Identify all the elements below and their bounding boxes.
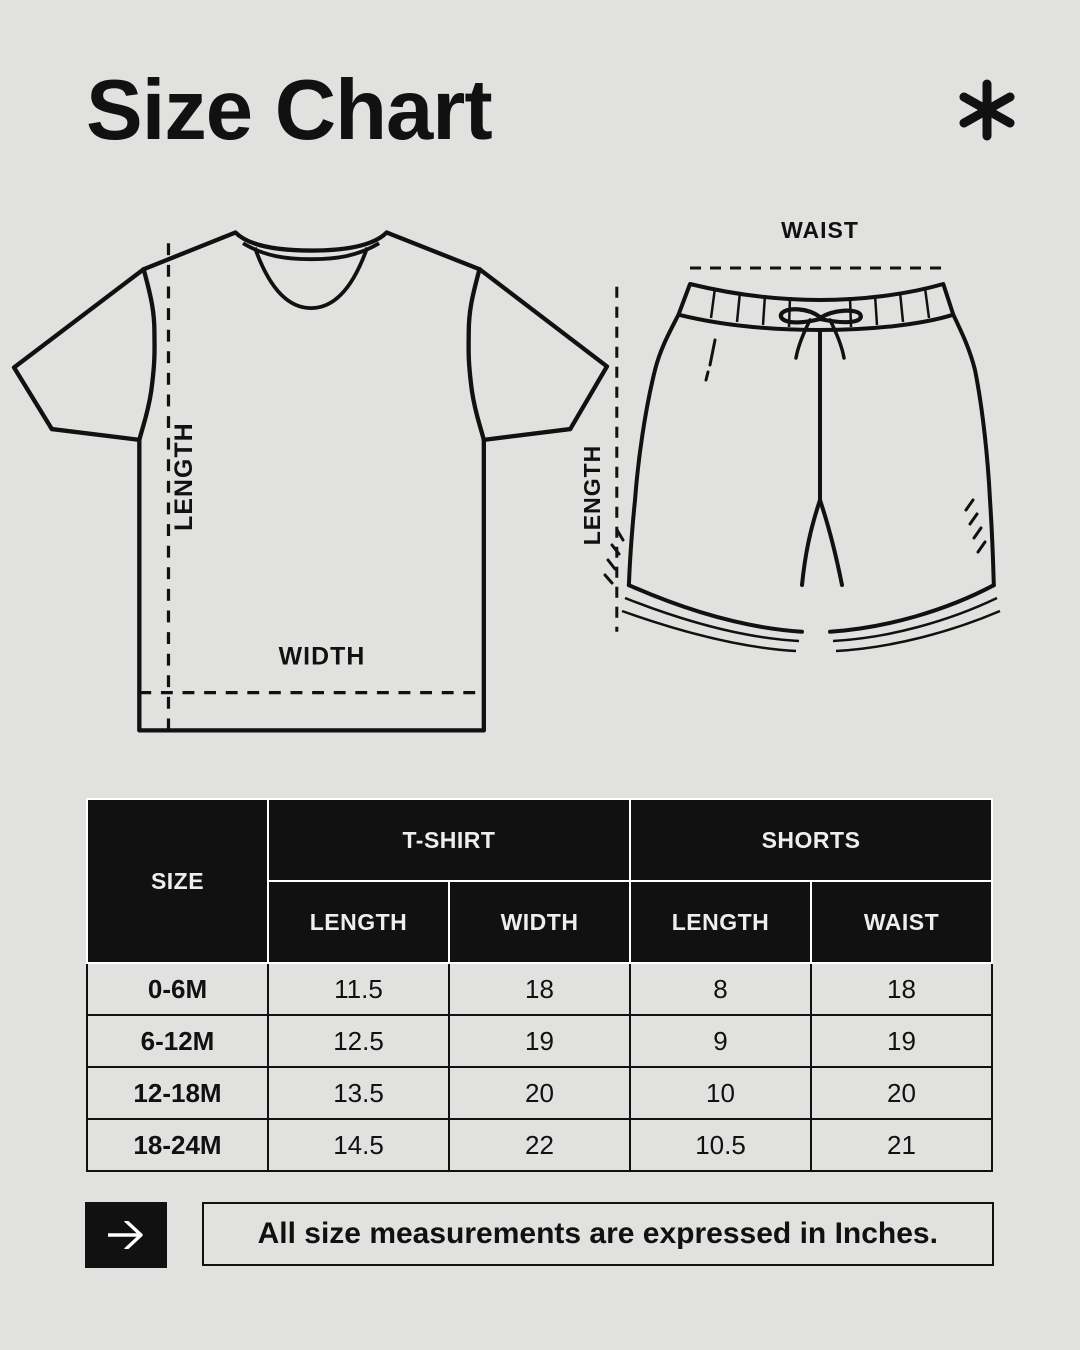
svg-text:WIDTH: WIDTH (279, 644, 366, 671)
svg-text:WAIST: WAIST (781, 217, 859, 243)
svg-text:LENGTH: LENGTH (579, 445, 605, 546)
svg-text:LENGTH: LENGTH (171, 422, 198, 531)
